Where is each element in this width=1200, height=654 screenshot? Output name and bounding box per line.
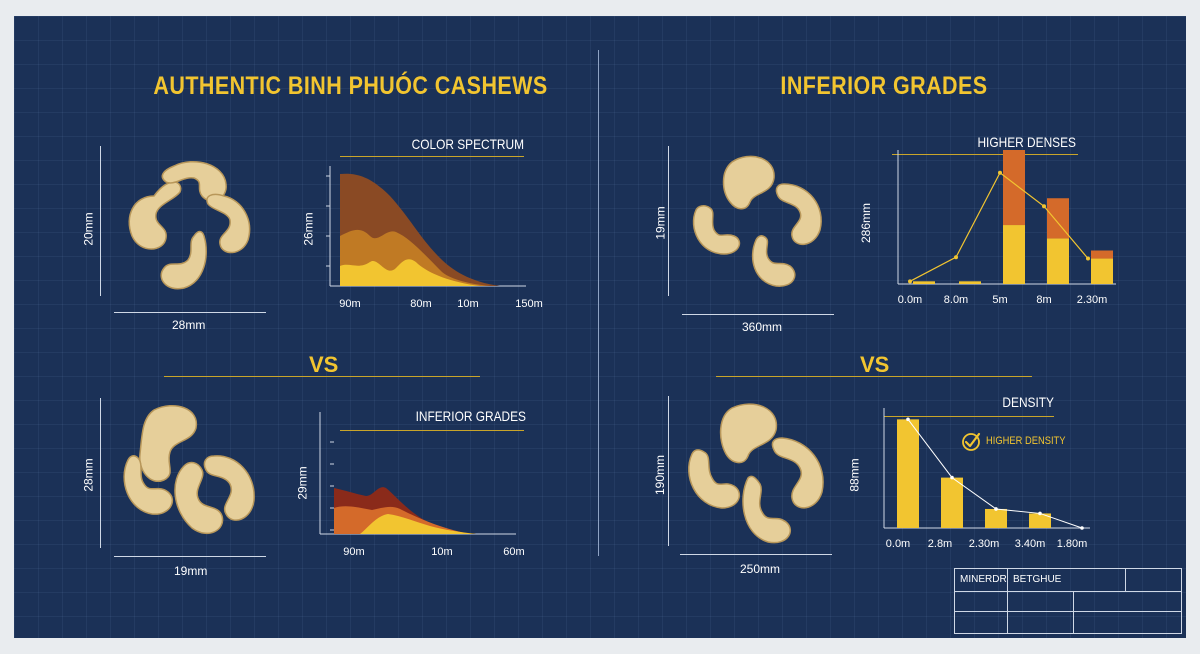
dim-line-vertical	[100, 398, 101, 548]
density-bar	[1029, 513, 1051, 528]
chart-y-label: 286mm	[859, 202, 874, 244]
chart-title-inferior-grades: INFERIOR GRADES	[415, 408, 526, 424]
density-chart	[883, 408, 1090, 530]
dim-label-horizontal: 360mm	[742, 320, 783, 334]
trend-point	[954, 255, 958, 260]
right-title: INFERIOR GRADES	[780, 72, 988, 100]
tick-label: 80m	[410, 298, 432, 310]
tick-label: 10m	[431, 546, 453, 558]
dim-line-vertical	[668, 146, 669, 296]
tick-label: 90m	[343, 546, 365, 558]
dim-label-vertical: 20mm	[81, 212, 96, 246]
tick-label: 1.80m	[1056, 538, 1088, 550]
tick-label: 10m	[457, 298, 479, 310]
trend-point	[998, 170, 1002, 175]
left-title: AUTHENTIC BINH PHUÓC CASHEWS	[153, 72, 548, 100]
trend-point	[994, 507, 998, 511]
tick-label: 60m	[503, 546, 525, 558]
chart-y-label: 29mm	[295, 466, 310, 500]
tick-label: 2.30m	[1076, 294, 1108, 306]
title-block-rule	[955, 611, 1181, 612]
trend-point	[1080, 526, 1084, 530]
tick-label: 8m	[1036, 294, 1052, 306]
chart-title-higher-denses: HIGHER DENSES	[977, 134, 1076, 150]
chart-title-underline	[884, 416, 1054, 417]
tick-label: 0.0m	[897, 294, 923, 306]
tick-label: 3.40m	[1014, 538, 1046, 550]
title-block-cell: BETGHUE	[1013, 574, 1062, 585]
tick-label: 2.8m	[927, 538, 953, 550]
vs-label: VS	[309, 352, 339, 377]
center-divider	[598, 50, 599, 556]
chart-y-label: 26mm	[301, 212, 316, 246]
density-bar	[985, 508, 1007, 528]
dim-label-horizontal: 28mm	[172, 318, 206, 332]
bar-segment-orange	[1003, 150, 1025, 226]
check-circle-icon	[962, 432, 981, 451]
density-bar	[897, 419, 919, 528]
tick-label: 150m	[515, 298, 543, 310]
chart-title-color-spectrum: COLOR SPECTRUM	[411, 136, 524, 152]
title-block-rule	[955, 591, 1181, 592]
inferior-spectrum-chart	[319, 412, 516, 535]
trend-point	[908, 279, 912, 284]
title-block-rule	[1073, 591, 1074, 633]
trend-point	[906, 417, 910, 422]
density-cashew-cluster	[688, 403, 824, 544]
chart-y-label: 88mm	[847, 458, 862, 492]
title-block-cell: MINERDR	[960, 574, 1007, 585]
title-block: MINERDR BETGHUE	[954, 568, 1182, 634]
trend-point	[950, 475, 954, 480]
density-bar	[941, 477, 963, 528]
dim-line-horizontal	[114, 312, 266, 313]
dim-line-horizontal	[680, 554, 832, 555]
chart-title-underline	[340, 156, 524, 157]
tick-label: 0.0m	[885, 538, 911, 550]
tick-label: 2.30m	[968, 538, 1000, 550]
color-spectrum-chart	[326, 166, 526, 287]
dim-line-vertical	[100, 146, 101, 296]
bar-segment-yellow	[1047, 238, 1069, 284]
vs-underline	[164, 376, 480, 377]
dim-label-horizontal: 19mm	[174, 564, 208, 578]
dim-line-horizontal	[114, 556, 266, 557]
dim-label-horizontal: 250mm	[740, 562, 781, 576]
inferior-area-yellow	[360, 514, 476, 534]
bar-segment-yellow	[959, 281, 981, 284]
bar-segment-orange	[1091, 250, 1113, 259]
title-block-rule	[1007, 569, 1008, 633]
spectrum-area-yellow	[340, 259, 480, 286]
vs-label: VS	[860, 352, 890, 377]
title-block-rule	[1125, 569, 1126, 591]
dim-line-horizontal	[682, 314, 834, 315]
bar-segment-yellow	[913, 281, 935, 284]
vs-underline	[716, 376, 1032, 377]
chart-title-underline	[340, 430, 524, 431]
dim-label-vertical: 19mm	[653, 206, 668, 240]
trend-point	[1042, 204, 1046, 209]
trend-point	[1038, 511, 1042, 516]
chart-title-density: DENSITY	[1002, 394, 1054, 410]
density-legend-label: HIGHER DENSITY	[986, 435, 1066, 447]
dim-line-vertical	[668, 396, 669, 546]
inferior-cashew-cluster	[692, 155, 822, 287]
bar-segment-orange	[1047, 198, 1069, 239]
trend-point	[1086, 256, 1090, 261]
tick-label: 8.0m	[943, 294, 969, 306]
authentic-cashew-cluster	[128, 161, 251, 290]
comparison-cashew-cluster	[123, 405, 255, 534]
bar-segment-yellow	[1091, 258, 1113, 284]
bar-segment-yellow	[1003, 225, 1025, 284]
dim-label-vertical: 190mm	[653, 454, 668, 496]
tick-label: 5m	[992, 294, 1008, 306]
tick-label: 90m	[339, 298, 361, 310]
chart-title-underline	[892, 154, 1078, 155]
dim-label-vertical: 28mm	[81, 458, 96, 492]
blueprint-board: AUTHENTIC BINH PHUÓC CASHEWS 20mm 28mm C…	[14, 16, 1186, 638]
higher-denses-chart	[897, 150, 1116, 285]
